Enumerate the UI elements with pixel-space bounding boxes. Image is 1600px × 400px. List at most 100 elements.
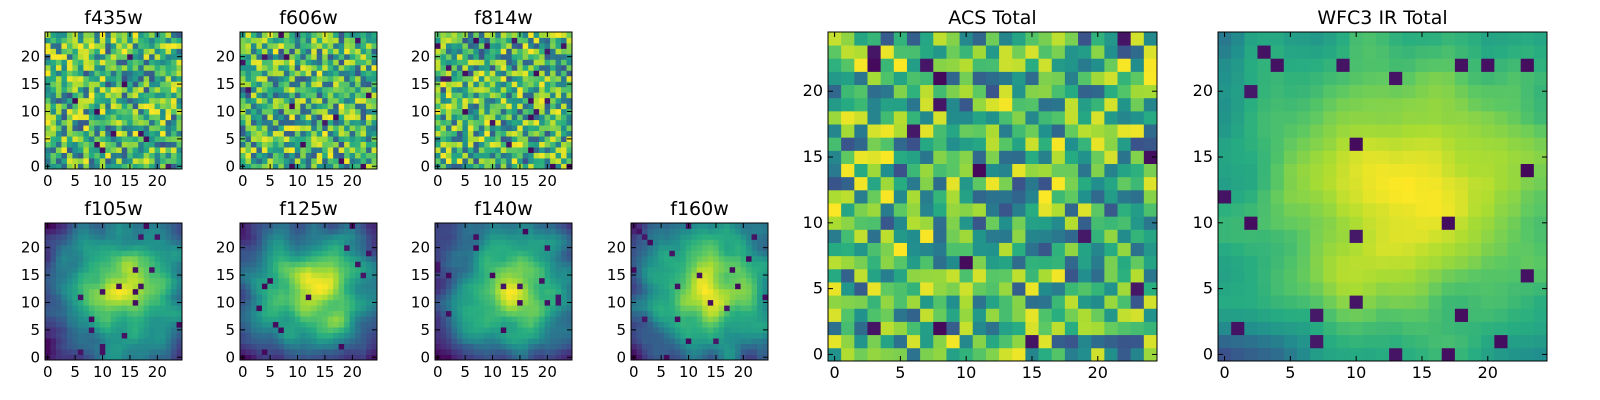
heatmap-cell: [289, 136, 296, 142]
heatmap-cell: [116, 86, 123, 93]
heatmap-cell: [680, 310, 687, 317]
heatmap-cell: [50, 354, 57, 361]
heatmap-cell: [445, 288, 452, 295]
heatmap-cell: [88, 277, 95, 284]
heatmap-cell: [1064, 255, 1079, 270]
heatmap-cell: [99, 310, 106, 317]
heatmap-cell: [121, 228, 128, 235]
heatmap-cell: [757, 354, 763, 361]
heatmap-cell: [327, 114, 334, 121]
heatmap-cell: [478, 354, 485, 361]
heatmap-cell: [105, 125, 112, 132]
heatmap-cell: [647, 283, 654, 290]
heatmap-cell: [702, 305, 709, 312]
heatmap-cell: [261, 327, 268, 333]
heatmap-cell: [45, 277, 51, 284]
heatmap-cell: [294, 288, 301, 295]
heatmap-cell: [83, 125, 90, 132]
heatmap-cell: [740, 239, 747, 246]
heatmap-cell: [88, 136, 95, 142]
heatmap-cell: [289, 349, 296, 355]
heatmap-cell: [555, 305, 562, 312]
heatmap-cell: [127, 272, 134, 279]
heatmap-cell: [366, 32, 372, 38]
heatmap-cell: [544, 136, 551, 142]
heatmap-cell: [333, 53, 340, 60]
heatmap-cell: [176, 119, 183, 126]
heatmap-cell: [371, 75, 378, 82]
heatmap-cell: [138, 119, 145, 126]
heatmap-cell: [729, 261, 736, 268]
heatmap-cell: [489, 141, 496, 148]
heatmap-cell: [544, 119, 551, 126]
heatmap-cell: [305, 53, 312, 60]
heatmap-cell: [550, 114, 556, 121]
heatmap-cell: [972, 321, 987, 336]
heatmap-cell: [539, 266, 545, 273]
heatmap-cell: [440, 332, 447, 339]
heatmap-cells: [45, 223, 183, 361]
heatmap-cell: [500, 299, 507, 306]
heatmap-cell: [854, 255, 868, 270]
heatmap-cell: [566, 114, 573, 121]
heatmap-cell: [1038, 176, 1053, 191]
heatmap-cell: [250, 158, 257, 164]
heatmap-cell: [99, 327, 106, 333]
heatmap-cell: [641, 233, 648, 240]
heatmap-cell: [272, 163, 279, 170]
heatmap-cell: [250, 70, 257, 77]
heatmap-cell: [171, 141, 177, 148]
heatmap-cell: [305, 42, 312, 49]
heatmap-cell: [283, 136, 290, 142]
heatmap-cell: [45, 152, 51, 159]
heatmap-cell: [176, 37, 183, 44]
heatmap-cell: [696, 310, 703, 317]
heatmap-cell: [138, 158, 145, 164]
heatmap-cell: [289, 158, 296, 164]
heatmap-cell: [250, 147, 257, 153]
heatmap-cell: [631, 250, 637, 257]
heatmap-cell: [854, 268, 868, 283]
heatmap-cell: [272, 327, 279, 333]
heatmap-cell: [283, 233, 290, 240]
heatmap-cell: [138, 92, 145, 99]
heatmap-cell: [1025, 334, 1039, 349]
heatmap-cell: [366, 277, 372, 284]
heatmap-cell: [143, 59, 150, 66]
heatmap-cell: [371, 92, 378, 99]
heatmap-cell: [467, 141, 474, 148]
heatmap-cell: [94, 272, 101, 279]
heatmap-cell: [99, 86, 106, 93]
heatmap-cell: [366, 70, 372, 77]
heatmap-cell: [517, 152, 524, 159]
heatmap-cell: [533, 310, 540, 317]
heatmap-cell: [338, 239, 345, 246]
heatmap-cell: [322, 103, 329, 110]
heatmap-cell: [735, 305, 741, 312]
heatmap-cell: [528, 233, 535, 240]
heatmap-cell: [261, 53, 268, 60]
heatmap-cell: [349, 261, 356, 268]
heatmap-cell: [1051, 321, 1066, 336]
heatmap-cell: [854, 308, 868, 322]
heatmap-cell: [344, 283, 350, 290]
heatmap-cell: [985, 347, 1000, 362]
heatmap-cell: [473, 354, 480, 361]
heatmap-cell: [658, 283, 665, 290]
heatmap-cell: [366, 147, 372, 153]
heatmap-cell: [1130, 282, 1145, 296]
heatmap-cell: [311, 294, 318, 301]
heatmap-cell: [1064, 268, 1079, 283]
heatmap-cell: [245, 343, 252, 350]
heatmap-cell: [696, 272, 703, 279]
heatmap-cell: [61, 277, 68, 284]
heatmap-cell: [88, 250, 95, 257]
heatmap-cell: [316, 103, 323, 110]
heatmap-cell: [99, 97, 106, 104]
heatmap-cell: [561, 86, 567, 93]
heatmap-cell: [729, 266, 736, 273]
heatmap-cell: [467, 223, 474, 229]
heatmap-cell: [240, 321, 246, 328]
heatmap-cell: [440, 48, 447, 55]
heatmap-cell: [143, 136, 150, 142]
